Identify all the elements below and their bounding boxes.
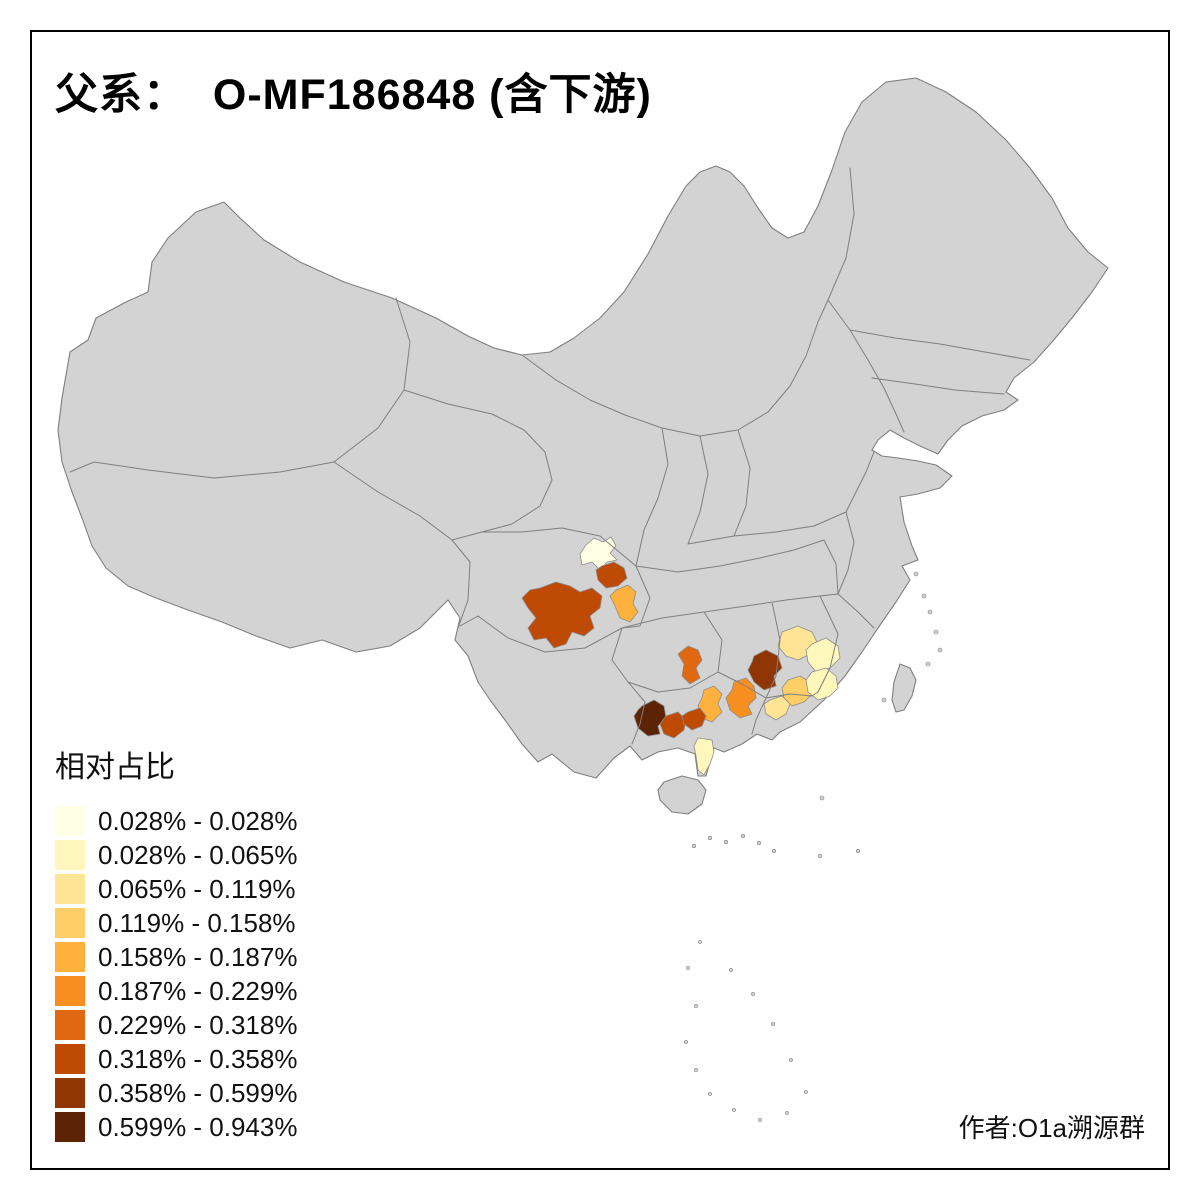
legend-swatch <box>55 1078 85 1108</box>
map-region <box>747 649 783 691</box>
legend-swatch <box>55 840 85 870</box>
legend-item: 0.358% - 0.599% <box>55 1076 297 1110</box>
legend-label: 0.187% - 0.229% <box>98 975 298 1006</box>
taiwan-island <box>891 663 917 713</box>
legend-swatch <box>55 942 85 972</box>
legend-label: 0.318% - 0.358% <box>98 1043 298 1074</box>
china-mainland-shape <box>57 77 1109 779</box>
map-region <box>579 536 618 571</box>
map-region <box>693 737 715 776</box>
legend-item: 0.028% - 0.028% <box>55 804 297 838</box>
sea-island-specks <box>684 571 943 1122</box>
map-region <box>781 675 813 707</box>
map-region <box>677 645 703 685</box>
legend-item: 0.028% - 0.065% <box>55 838 297 872</box>
legend-item: 0.229% - 0.318% <box>55 1008 297 1042</box>
legend-swatch <box>55 908 85 938</box>
legend-title: 相对占比 <box>55 751 175 784</box>
legend-item: 0.065% - 0.119% <box>55 872 297 906</box>
legend-swatch <box>55 976 85 1006</box>
legend-label: 0.028% - 0.028% <box>98 805 298 836</box>
legend-label: 0.599% - 0.943% <box>98 1111 298 1142</box>
province-borders <box>69 167 1031 745</box>
legend-swatch <box>55 1044 85 1074</box>
legend-item: 0.599% - 0.943% <box>55 1110 297 1144</box>
legend-item: 0.318% - 0.358% <box>55 1042 297 1076</box>
map-region <box>659 711 687 739</box>
legend-label: 0.229% - 0.318% <box>98 1009 298 1040</box>
legend-item: 0.119% - 0.158% <box>55 906 297 940</box>
legend-swatch <box>55 806 85 836</box>
legend-label: 0.065% - 0.119% <box>98 873 296 904</box>
map-region <box>633 699 667 737</box>
map-region <box>681 707 707 731</box>
legend-label: 0.028% - 0.065% <box>98 839 298 870</box>
legend-label: 0.358% - 0.599% <box>98 1077 298 1108</box>
hainan-island <box>657 775 707 815</box>
legend-label: 0.119% - 0.158% <box>98 907 296 938</box>
page-title: 父系： O-MF186848 (含下游) <box>55 71 652 119</box>
legend-label: 0.158% - 0.187% <box>98 941 298 972</box>
legend-item: 0.158% - 0.187% <box>55 940 297 974</box>
map-region <box>521 581 603 649</box>
legend-swatch <box>55 1010 85 1040</box>
map-region <box>609 584 639 623</box>
author-credit: 作者:O1a溯源群 <box>958 1113 1145 1143</box>
choropleth-regions <box>521 536 841 776</box>
legend-swatch <box>55 1112 85 1142</box>
legend: 相对占比 0.028% - 0.028% 0.028% - 0.065% 0.0… <box>55 742 297 1144</box>
legend-swatch <box>55 874 85 904</box>
map-region <box>763 695 791 721</box>
map-region <box>595 561 628 589</box>
legend-item: 0.187% - 0.229% <box>55 974 297 1008</box>
